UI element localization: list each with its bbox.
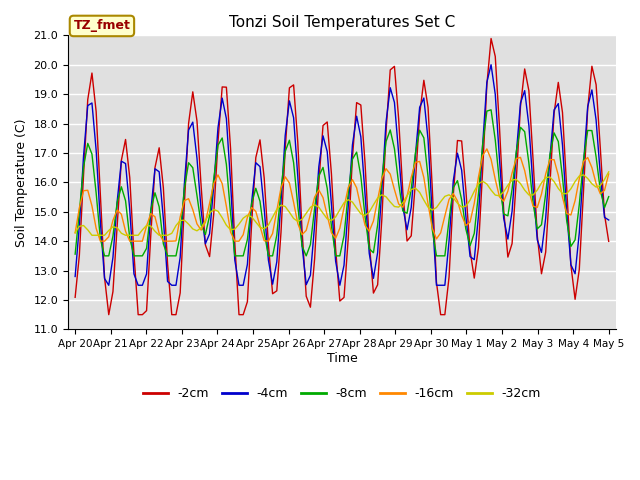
-16cm	[538, 191, 545, 197]
-4cm	[487, 62, 495, 68]
-2cm	[353, 100, 360, 106]
-32cm	[584, 176, 591, 181]
Legend: -2cm, -4cm, -8cm, -16cm, -32cm: -2cm, -4cm, -8cm, -16cm, -32cm	[138, 383, 546, 406]
-4cm	[605, 217, 612, 223]
-4cm	[71, 274, 79, 279]
-32cm	[605, 169, 612, 175]
Y-axis label: Soil Temperature (C): Soil Temperature (C)	[15, 118, 28, 247]
-2cm	[205, 254, 213, 260]
-8cm	[487, 107, 495, 113]
-2cm	[105, 312, 113, 318]
-16cm	[97, 238, 104, 244]
-4cm	[588, 87, 596, 93]
-16cm	[205, 200, 213, 206]
Title: Tonzi Soil Temperatures Set C: Tonzi Soil Temperatures Set C	[228, 15, 455, 30]
-2cm	[588, 63, 596, 69]
-16cm	[294, 221, 301, 227]
-4cm	[205, 231, 213, 237]
-16cm	[605, 171, 612, 177]
-16cm	[273, 208, 281, 214]
-8cm	[294, 203, 301, 209]
-8cm	[71, 251, 79, 257]
-8cm	[588, 128, 596, 133]
-4cm	[294, 174, 301, 180]
-16cm	[483, 146, 491, 152]
-2cm	[487, 36, 495, 41]
-32cm	[205, 210, 213, 216]
-32cm	[88, 232, 96, 238]
-2cm	[71, 294, 79, 300]
-16cm	[353, 185, 360, 191]
Line: -16cm: -16cm	[75, 149, 609, 241]
Text: TZ_fmet: TZ_fmet	[74, 20, 131, 33]
X-axis label: Time: Time	[326, 352, 357, 365]
-8cm	[353, 149, 360, 155]
-32cm	[294, 218, 301, 224]
-8cm	[205, 213, 213, 218]
Line: -32cm: -32cm	[75, 172, 609, 235]
-2cm	[605, 239, 612, 244]
-32cm	[353, 205, 360, 211]
-2cm	[273, 288, 281, 294]
-4cm	[273, 259, 281, 264]
-16cm	[71, 230, 79, 236]
-32cm	[71, 229, 79, 235]
-4cm	[105, 282, 113, 288]
-8cm	[273, 232, 281, 238]
-4cm	[353, 113, 360, 119]
-8cm	[605, 194, 612, 200]
Line: -2cm: -2cm	[75, 38, 609, 315]
-16cm	[588, 165, 596, 170]
-8cm	[100, 253, 108, 259]
-8cm	[538, 222, 545, 228]
-2cm	[294, 140, 301, 145]
Line: -8cm: -8cm	[75, 110, 609, 256]
Line: -4cm: -4cm	[75, 65, 609, 285]
-2cm	[538, 271, 545, 276]
-32cm	[534, 187, 541, 193]
-4cm	[538, 250, 545, 255]
-32cm	[273, 206, 281, 212]
